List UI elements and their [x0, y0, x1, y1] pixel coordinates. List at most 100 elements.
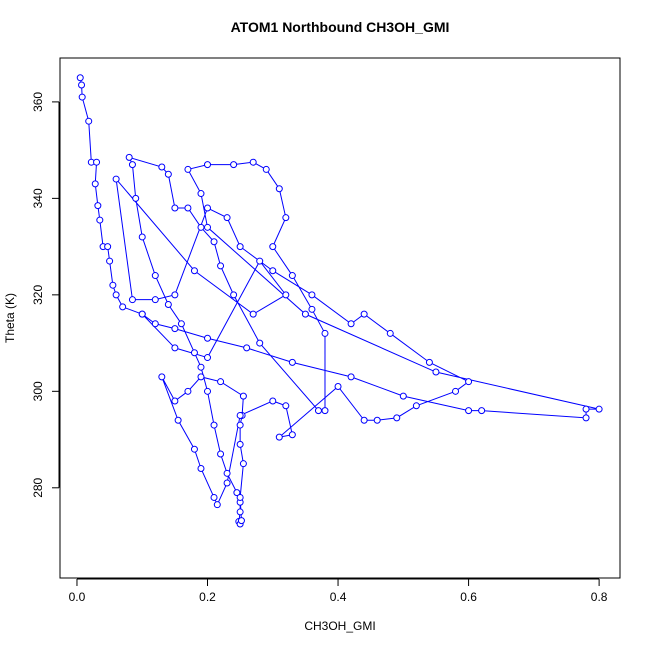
data-point — [347, 320, 355, 328]
chart-title: ATOM1 Northbound CH3OH_GMI — [231, 19, 450, 35]
data-point — [347, 373, 355, 381]
data-point — [321, 407, 329, 415]
data-point — [171, 344, 179, 352]
data-point — [197, 223, 205, 231]
data-point — [288, 431, 296, 439]
data-point — [308, 305, 316, 313]
data-point — [223, 469, 231, 477]
data-point — [197, 465, 205, 473]
data-point — [197, 190, 205, 198]
data-point — [91, 180, 99, 188]
data-point — [282, 214, 290, 222]
data-point — [184, 165, 192, 173]
data-point — [478, 407, 486, 415]
data-point — [104, 243, 112, 251]
data-point — [301, 310, 309, 318]
y-tick-label: 360 — [31, 92, 45, 112]
data-point — [78, 81, 86, 89]
data-point — [190, 445, 198, 453]
data-point — [465, 407, 473, 415]
data-point — [96, 216, 104, 224]
data-point — [171, 397, 179, 405]
y-axis-label: Theta (K) — [3, 293, 17, 343]
y-tick-label: 340 — [31, 188, 45, 208]
data-point — [237, 517, 245, 525]
data-point — [171, 325, 179, 333]
data-point — [204, 161, 212, 169]
data-point — [412, 402, 420, 410]
data-point — [119, 303, 127, 311]
data-point — [174, 416, 182, 424]
data-point — [125, 153, 133, 161]
data-point — [256, 339, 264, 347]
data-point — [210, 493, 218, 501]
data-point — [432, 368, 440, 376]
data-point — [151, 320, 159, 328]
data-point — [465, 378, 473, 386]
x-tick-label: 0.0 — [69, 590, 86, 604]
data-point — [109, 281, 117, 289]
data-point — [204, 204, 212, 212]
data-point — [217, 262, 225, 270]
data-point — [236, 411, 244, 419]
data-point — [128, 296, 136, 304]
data-point — [94, 202, 102, 210]
data-point — [314, 407, 322, 415]
data-point — [128, 161, 136, 169]
data-point — [230, 291, 238, 299]
data-point — [78, 93, 86, 101]
data-point — [190, 349, 198, 357]
data-point — [112, 175, 120, 183]
data-point — [239, 392, 247, 400]
y-tick-label: 280 — [31, 477, 45, 497]
y-tick-label: 300 — [31, 381, 45, 401]
data-point — [138, 310, 146, 318]
data-point — [223, 214, 231, 222]
data-point — [236, 421, 244, 429]
data-point — [138, 233, 146, 241]
data-point — [595, 405, 603, 413]
data-point — [204, 334, 212, 342]
data-point — [158, 373, 166, 381]
data-point — [151, 296, 159, 304]
data-point — [106, 257, 114, 265]
data-point — [171, 291, 179, 299]
data-point — [269, 267, 277, 275]
x-axis-label: CH3OH_GMI — [304, 619, 375, 633]
data-point — [582, 405, 590, 413]
data-point — [132, 194, 140, 202]
data-point — [275, 185, 283, 193]
data-point — [204, 354, 212, 362]
data-point — [360, 416, 368, 424]
data-point — [262, 165, 270, 173]
data-point — [184, 387, 192, 395]
data-point — [204, 223, 212, 231]
data-point — [213, 501, 221, 509]
data-point — [452, 387, 460, 395]
data-point — [288, 358, 296, 366]
data-point — [93, 158, 101, 166]
data-point — [249, 158, 257, 166]
data-point — [197, 363, 205, 371]
data-point — [184, 204, 192, 212]
data-point — [210, 421, 218, 429]
data-point — [373, 416, 381, 424]
data-point — [217, 378, 225, 386]
data-point — [386, 329, 394, 337]
data-point — [282, 402, 290, 410]
data-point — [171, 204, 179, 212]
data-point — [425, 358, 433, 366]
data-point — [321, 329, 329, 337]
data-point — [217, 450, 225, 458]
data-point — [582, 414, 590, 422]
data-point — [233, 489, 241, 497]
data-point — [204, 387, 212, 395]
data-point — [360, 310, 368, 318]
data-point — [269, 243, 277, 251]
data-point — [76, 74, 84, 82]
x-tick-label: 0.2 — [199, 590, 216, 604]
data-point — [158, 163, 166, 171]
data-point — [249, 310, 257, 318]
x-tick-label: 0.4 — [330, 590, 347, 604]
